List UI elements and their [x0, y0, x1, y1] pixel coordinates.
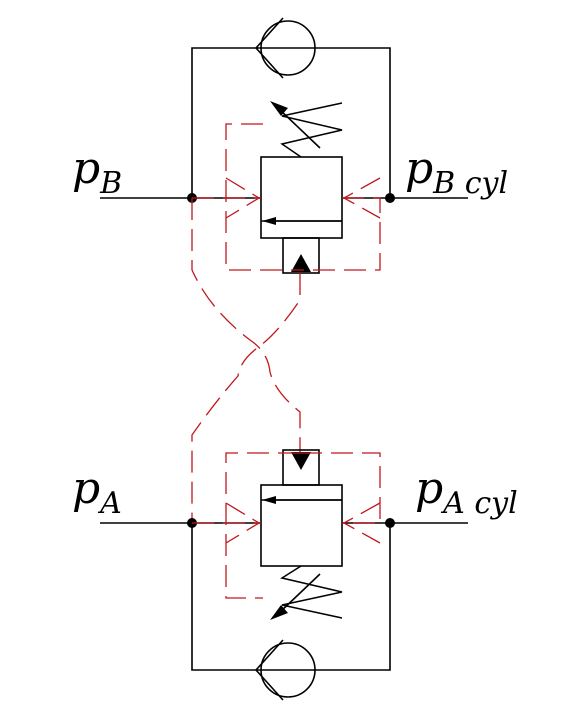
pilot-piston-top [282, 237, 320, 274]
pilot-chevron-bottom-right [342, 502, 381, 544]
junction-top-right [385, 193, 395, 203]
check-bypass-bottom [191, 523, 391, 671]
pilot-crossover [191, 198, 301, 522]
spring-top-adjust-arrowhead [270, 101, 288, 116]
check-valve-top-seat [254, 17, 284, 79]
label-pB: pB [72, 143, 122, 201]
label-pAcyl: pA cyl [415, 463, 518, 521]
label-pAcyl-sub: A cyl [440, 486, 518, 521]
pilot-cross-line-2 [191, 273, 301, 522]
pilot-chevron-bottom-left [225, 502, 261, 544]
relief-valve-top-body [260, 156, 343, 239]
spring-top-adjust-arrow [277, 107, 321, 149]
pilot-piston-bottom-arrow [291, 452, 311, 470]
check-valve-top-ball [260, 20, 316, 76]
label-pAcyl-main: p [415, 463, 443, 514]
label-pA-main: p [72, 463, 100, 514]
label-pA-sub: A [97, 486, 122, 521]
pilot-chevron-top-left [225, 177, 261, 219]
relief-valve-bottom-body [260, 484, 343, 567]
pilot-line-top-right [300, 197, 381, 271]
label-pBcyl-main: p [405, 143, 433, 194]
pilot-line-top-left [225, 123, 300, 271]
pilot-piston-top-arrow [291, 254, 311, 272]
label-pB-main: p [72, 143, 100, 194]
relief-valve-top-arrowhead [262, 217, 276, 225]
label-pBcyl: pB cyl [405, 143, 508, 201]
spring-bottom-icon [280, 565, 343, 619]
pilot-cross-line-1 [191, 198, 301, 455]
spring-bottom-adjust-arrow [277, 573, 321, 615]
check-valve-bottom-seat [254, 639, 284, 701]
top-valve-group [100, 17, 468, 274]
check-bypass-top [191, 47, 391, 198]
pilot-line-bottom-right [300, 452, 381, 524]
check-valve-bottom-ball [260, 642, 316, 698]
junction-bottom-right [385, 518, 395, 528]
label-pB-sub: B [99, 166, 122, 201]
spring-bottom-adjust-arrowhead [270, 605, 288, 620]
label-pA: pA [72, 463, 122, 521]
label-pBcyl-sub: B cyl [432, 166, 508, 201]
relief-valve-bottom-arrowhead [262, 496, 276, 504]
pilot-chevron-top-right [342, 177, 381, 219]
spring-top-icon [280, 102, 343, 158]
pilot-line-bottom-left [225, 452, 300, 599]
bottom-valve-group [100, 449, 468, 701]
